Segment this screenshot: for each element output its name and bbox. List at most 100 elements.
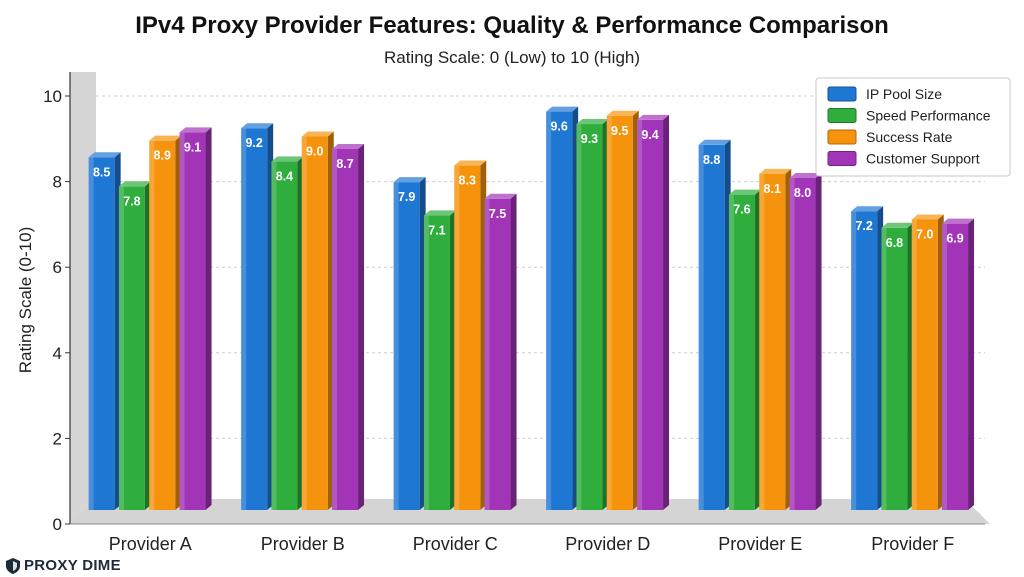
bar: 8.4 <box>271 156 304 510</box>
bar-front <box>881 227 908 511</box>
bar-highlight <box>88 157 94 510</box>
bar-front <box>149 140 176 510</box>
legend-label: Speed Performance <box>866 108 991 124</box>
bar-highlight <box>698 144 704 511</box>
bar-front <box>698 144 725 511</box>
bar-side <box>358 143 365 510</box>
bar-value-label: 9.6 <box>550 120 567 134</box>
bar: 6.9 <box>942 218 975 510</box>
bar-value-label: 9.1 <box>184 140 201 154</box>
bar-value-label: 8.9 <box>154 149 171 163</box>
y-tick-label: 6 <box>53 258 62 277</box>
bar-front <box>759 173 786 510</box>
bar-value-label: 6.9 <box>946 232 963 246</box>
bar-highlight <box>728 194 734 510</box>
bar: 7.1 <box>423 210 456 510</box>
bar-highlight <box>789 178 795 510</box>
bar-value-label: 9.3 <box>581 132 598 146</box>
legend-swatch <box>827 108 857 123</box>
bar: 8.8 <box>698 139 731 511</box>
bar-value-label: 8.7 <box>336 157 353 171</box>
bar: 9.2 <box>241 123 274 510</box>
y-tick-label: 10 <box>43 87 62 106</box>
bar-top <box>423 210 456 216</box>
chart-title: IPv4 Proxy Provider Features: Quality & … <box>135 12 889 39</box>
bar: 8.7 <box>332 143 365 510</box>
bar-front <box>118 186 145 511</box>
x-tick-label: Provider F <box>871 534 954 554</box>
bar-highlight <box>759 173 765 510</box>
bar-highlight <box>118 186 124 511</box>
y-tick-label: 8 <box>53 173 62 192</box>
legend-item: Customer Support <box>827 151 980 167</box>
bar-front <box>546 111 573 510</box>
bar-highlight <box>301 136 307 510</box>
bar-highlight <box>911 219 917 510</box>
bar-value-label: 7.5 <box>489 207 506 221</box>
bar-value-label: 8.0 <box>794 186 811 200</box>
bar-value-label: 7.9 <box>398 190 415 204</box>
bar-value-label: 8.8 <box>703 153 720 167</box>
bar-top <box>698 139 731 145</box>
bar-value-label: 8.1 <box>764 182 781 196</box>
bar-top <box>881 222 914 228</box>
bar-top <box>789 173 822 178</box>
bar-front <box>241 128 268 510</box>
bar-side <box>663 114 670 511</box>
bar-highlight <box>423 215 429 510</box>
bar-top <box>911 214 944 220</box>
bar: 6.8 <box>881 222 914 511</box>
shield-logo-icon <box>6 557 20 574</box>
bar: 7.0 <box>911 214 944 510</box>
bar-side <box>205 127 212 510</box>
bar-top <box>393 177 426 183</box>
bar-highlight <box>332 148 338 510</box>
bar-value-label: 6.8 <box>886 236 903 250</box>
bar: 9.4 <box>637 114 670 511</box>
bar-front <box>576 124 603 511</box>
bar-highlight <box>546 111 552 510</box>
bar: 9.0 <box>301 131 334 510</box>
bar-value-label: 7.8 <box>123 194 140 208</box>
brand-logo: PROXY DIME <box>6 557 121 574</box>
bar-highlight <box>881 227 887 511</box>
bar-front <box>789 178 816 510</box>
bar-top <box>942 218 975 224</box>
bar: 8.0 <box>789 173 822 510</box>
bar-value-label: 8.3 <box>459 174 476 188</box>
chart-subtitle: Rating Scale: 0 (Low) to 10 (High) <box>384 48 640 67</box>
bar-top <box>759 168 792 174</box>
bar: 9.1 <box>179 127 212 510</box>
bar: 7.8 <box>118 181 151 511</box>
x-tick-label: Provider E <box>718 534 802 554</box>
bar-highlight <box>241 128 247 510</box>
bar: 9.6 <box>546 106 579 510</box>
legend-label: Customer Support <box>866 151 980 167</box>
bar: 7.5 <box>484 193 517 510</box>
bar-front <box>454 165 481 511</box>
bar-highlight <box>454 165 460 511</box>
bar-highlight <box>393 182 399 510</box>
bar-value-label: 8.4 <box>276 169 293 183</box>
bar-highlight <box>606 115 612 510</box>
bar-value-label: 9.5 <box>611 124 628 138</box>
bar-top <box>606 110 639 116</box>
bar-top <box>484 193 517 199</box>
bar: 8.5 <box>88 152 121 510</box>
bar-front <box>484 198 511 510</box>
bar-top <box>118 181 151 187</box>
bar-top <box>454 160 487 166</box>
legend-item: IP Pool Size <box>827 86 942 102</box>
legend-swatch <box>827 151 857 166</box>
bar-front <box>179 132 206 510</box>
bar-highlight <box>942 223 948 510</box>
x-axis-labels: Provider A Provider B Provider C Provider D… <box>109 534 955 554</box>
y-tick-label: 2 <box>53 429 62 448</box>
bar-front <box>393 182 420 510</box>
bar: 8.1 <box>759 168 792 510</box>
bar-top <box>637 114 670 120</box>
bar-top <box>728 189 761 195</box>
bar-top <box>301 131 334 137</box>
bar: 7.6 <box>728 189 761 510</box>
bar-highlight <box>576 124 582 511</box>
